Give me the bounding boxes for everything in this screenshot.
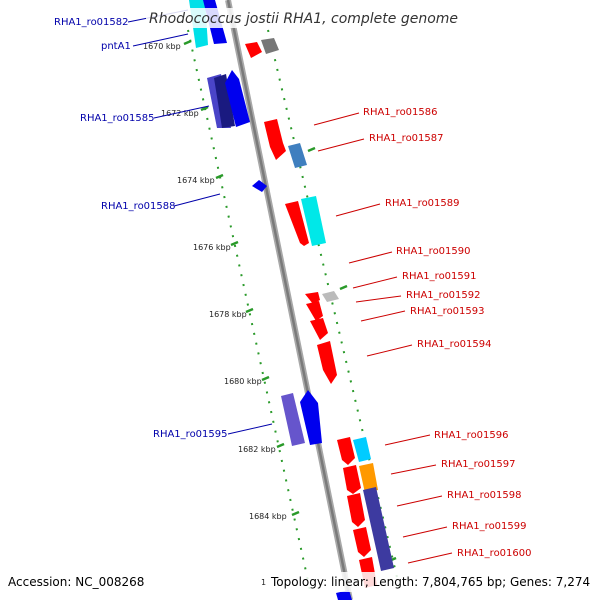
gene-arrow[interactable] [225, 70, 250, 127]
topology-text: Topology: linear; Length: 7,804,765 bp; … [270, 575, 590, 589]
gene-arrow[interactable] [214, 74, 235, 128]
gene-arrow[interactable] [322, 291, 339, 302]
gene-arrow[interactable] [306, 301, 323, 321]
gene-arrow[interactable] [359, 463, 378, 493]
gene-arrow[interactable] [305, 292, 320, 304]
gene-label-right[interactable]: RHA1_ro01598 [447, 490, 522, 501]
right-leader-lines [313, 112, 453, 564]
tick-mark [200, 105, 209, 112]
tick-label: 1682 kbp [238, 445, 276, 454]
left-leader-lines [127, 9, 273, 435]
tick-mark [261, 375, 270, 382]
gene-arrow[interactable] [300, 390, 322, 445]
footer-backdrop [250, 572, 600, 592]
gene-arrow[interactable] [363, 487, 394, 571]
gene-label-right[interactable]: RHA1_ro01597 [441, 459, 516, 470]
right-gene-labels: RHA1_ro01586 RHA1_ro01587 RHA1_ro01589 R… [363, 107, 532, 559]
kbp-ticks [183, 39, 397, 563]
genome-backbone [225, 0, 353, 600]
tick-mark [291, 510, 300, 517]
gene-label-right[interactable]: RHA1_ro01599 [452, 521, 527, 532]
gene-arrow[interactable] [347, 493, 365, 527]
gene-label-right[interactable]: RHA1_ro01586 [363, 107, 438, 118]
gene-arrow[interactable] [245, 42, 262, 58]
gene-arrow[interactable] [336, 590, 352, 600]
gene-label-left[interactable]: pntA1 [101, 41, 131, 52]
gene-label-left[interactable]: RHA1_ro01588 [101, 201, 176, 212]
tick-label: 1676 kbp [193, 243, 231, 252]
gene-label-right[interactable]: RHA1_ro01596 [434, 430, 509, 441]
accession-text: Accession: NC_008268 [8, 575, 144, 589]
tick-mark [230, 240, 239, 247]
tick-label: 1680 kbp [224, 377, 262, 386]
gene-label-right[interactable]: RHA1_ro01593 [410, 306, 485, 317]
tick-mark [339, 284, 348, 291]
gene-arrow[interactable] [353, 527, 371, 557]
gene-label-left[interactable]: RHA1_ro01585 [80, 113, 155, 124]
gene-label-right[interactable]: RHA1_ro01591 [402, 271, 477, 282]
corner-digit: 1 [261, 578, 266, 587]
tick-mark [215, 173, 224, 180]
tick-mark [276, 442, 285, 449]
gene-arrow[interactable] [353, 437, 371, 462]
tick-mark [307, 146, 316, 153]
gene-label-right[interactable]: RHA1_ro01592 [406, 290, 481, 301]
gene-label-right[interactable]: RHA1_ro01589 [385, 198, 460, 209]
gene-arrow[interactable] [310, 318, 328, 340]
gene-arrow[interactable] [337, 437, 355, 465]
gene-arrow[interactable] [301, 196, 326, 246]
tick-label: 1684 kbp [249, 512, 287, 521]
gene-label-right[interactable]: RHA1_ro01600 [457, 548, 532, 559]
title-backdrop [146, 8, 456, 28]
gene-label-right[interactable]: RHA1_ro01590 [396, 246, 471, 257]
gene-arrow[interactable] [317, 341, 337, 384]
tick-label: 1674 kbp [177, 176, 215, 185]
gene-arrow[interactable] [281, 393, 305, 446]
left-gene-labels: RHA1_ro01582 pntA1 RHA1_ro01585 RHA1_ro0… [54, 17, 228, 440]
genome-title: Rhodococcus jostii RHA1, complete genome [149, 11, 458, 27]
gene-arrow[interactable] [252, 180, 267, 192]
gene-arrow[interactable] [288, 143, 307, 168]
gene-label-right[interactable]: RHA1_ro01594 [417, 339, 492, 350]
gene-arrow[interactable] [343, 465, 361, 494]
tick-label: 1670 kbp [143, 42, 181, 51]
gene-label-right[interactable]: RHA1_ro01587 [369, 133, 444, 144]
gene-arrow[interactable] [264, 119, 286, 160]
tick-label: 1672 kbp [161, 109, 199, 118]
gene-arrow[interactable] [261, 38, 279, 54]
gene-label-left[interactable]: RHA1_ro01595 [153, 429, 228, 440]
tick-label: 1678 kbp [209, 310, 247, 319]
tick-mark [183, 39, 192, 46]
kbp-tick-labels: 1670 kbp 1672 kbp 1674 kbp 1676 kbp 1678… [143, 42, 287, 521]
tick-mark [245, 307, 254, 314]
gene-label-left[interactable]: RHA1_ro01582 [54, 17, 129, 28]
gene-arrow[interactable] [285, 201, 309, 246]
